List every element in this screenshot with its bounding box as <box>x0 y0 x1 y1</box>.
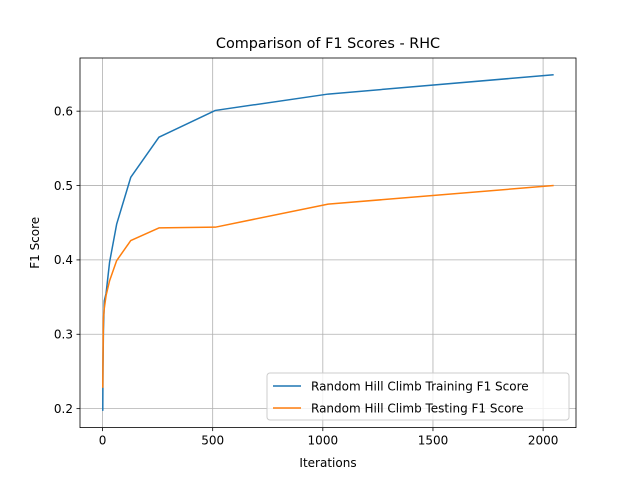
legend-label-testing: Random Hill Climb Testing F1 Score <box>311 402 523 416</box>
x-tick-label: 2000 <box>528 434 559 448</box>
testing-f1-line <box>102 184 554 388</box>
plot-area <box>80 58 576 428</box>
series-lines <box>102 73 554 411</box>
legend-box <box>266 372 570 421</box>
y-axis-label: F1 Score <box>28 217 42 269</box>
x-tick-label: 500 <box>201 434 224 448</box>
legend-label-training: Random Hill Climb Training F1 Score <box>311 380 529 394</box>
chart-title: Comparison of F1 Scores - RHC <box>216 36 440 52</box>
x-tick-label: 0 <box>99 434 107 448</box>
x-axis-label: Iterations <box>299 456 356 470</box>
y-tick-label: 0.4 <box>54 253 73 267</box>
y-tick-label: 0.5 <box>54 179 73 193</box>
y-tick-label: 0.2 <box>54 402 73 416</box>
y-tick-label: 0.6 <box>54 104 73 118</box>
axis-ticks: 0 500 1000 1500 2000 0.2 0.3 0.4 0.5 0.6 <box>54 104 558 447</box>
x-tick-label: 1000 <box>308 434 339 448</box>
x-tick-label: 1500 <box>418 434 449 448</box>
legend: Random Hill Climb Training F1 Score Rand… <box>266 372 570 421</box>
plot-frame <box>79 57 577 429</box>
y-tick-label: 0.3 <box>54 328 73 342</box>
